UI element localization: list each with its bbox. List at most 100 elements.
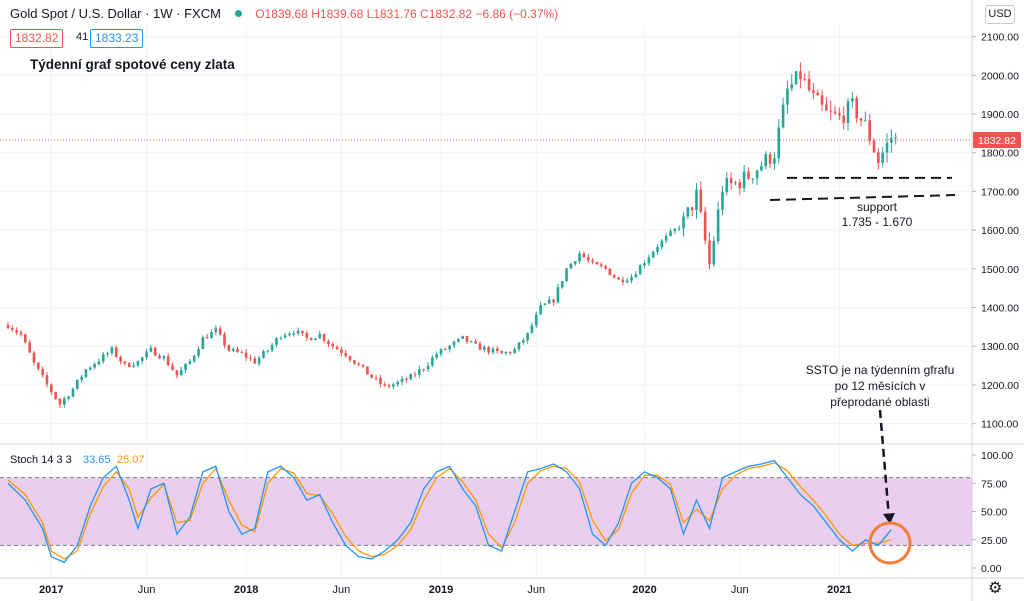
candle-body (50, 384, 53, 393)
stoch-legend-name: Stoch 14 3 3 (10, 454, 72, 466)
candle-body (483, 346, 486, 350)
candle-body (496, 348, 499, 351)
candle-body (266, 350, 270, 352)
candle-body (88, 367, 92, 370)
candle-body (422, 369, 425, 371)
candle-body (153, 347, 157, 356)
candle-body (703, 211, 707, 241)
sell-price-button[interactable]: 1832.82 (10, 29, 64, 48)
stoch-tick-label: 50.00 (981, 507, 1007, 519)
candle-body (114, 347, 118, 357)
price-tick-label: 1700.00 (981, 186, 1019, 198)
candle-body (781, 104, 785, 128)
candle-body (470, 341, 473, 343)
candle-body (305, 333, 309, 338)
time-tick-label: Jun (527, 584, 545, 596)
candle-body (296, 330, 300, 334)
candle-body (314, 338, 317, 341)
candle-body (145, 351, 148, 358)
candle-body (11, 328, 14, 330)
candle-body (530, 325, 534, 333)
candle-body (742, 171, 746, 189)
candle-body (478, 343, 482, 350)
buy-price-button[interactable]: 1833.23 (90, 29, 144, 48)
candle-body (547, 299, 551, 304)
candle-body (84, 369, 88, 377)
candle-body (617, 277, 620, 280)
time-axis: 2017 Jun 2018 Jun 2019 Jun 2020 Jun 2021 (39, 584, 852, 596)
candle-body (890, 137, 893, 143)
candle-body (881, 152, 884, 163)
candle-body (643, 263, 646, 266)
candle-body (32, 352, 36, 363)
candle-body (97, 361, 101, 365)
current-price-tag (973, 132, 1021, 149)
stoch-d-value: 25.07 (117, 454, 145, 466)
symbol-title[interactable]: Gold Spot / U.S. Dollar · 1W · FXCM (10, 6, 221, 21)
settings-gear-icon[interactable]: ⚙ (988, 580, 1003, 597)
candle-body (500, 350, 503, 354)
price-tick-label: 1100.00 (981, 419, 1018, 431)
candle-body (201, 337, 205, 350)
candle-body (448, 345, 451, 350)
candle-body (669, 231, 672, 236)
change-value: −6.86 (−0.37%) (475, 7, 559, 21)
candle-body (171, 365, 174, 371)
chart-annotation-title: Týdenní graf spotové ceny zlata (30, 57, 235, 72)
candle-body (214, 328, 218, 333)
candle-body (45, 375, 49, 385)
candle-body (621, 279, 625, 283)
candle-body (755, 170, 759, 179)
candle-body (166, 356, 170, 366)
candle-body (595, 262, 599, 265)
overbought-oversold-band (0, 477, 972, 546)
open-value: O1839.68 (255, 7, 308, 21)
candle-body (331, 343, 335, 347)
candle-body (582, 253, 586, 258)
candle-body (366, 366, 369, 375)
candle-body (457, 338, 460, 342)
candle-body (508, 351, 512, 353)
candle-body (725, 178, 729, 193)
candle-body (868, 120, 871, 141)
candle-body (491, 348, 495, 353)
candle-body (119, 356, 122, 362)
candle-body (6, 324, 10, 329)
candle-body (309, 337, 313, 341)
candle-body (729, 178, 733, 184)
time-tick-label: Jun (333, 584, 351, 596)
candle-body (751, 178, 755, 180)
candle-body (825, 104, 828, 111)
candle-body (223, 334, 226, 346)
candle-body (673, 228, 677, 232)
candle-body (162, 356, 166, 359)
candle-body (487, 346, 490, 353)
candle-body (400, 378, 404, 382)
candle-body (690, 207, 694, 210)
stoch-k-line (7, 459, 892, 564)
candle-body (236, 349, 239, 352)
candle-body (716, 209, 720, 242)
candle-body (435, 354, 438, 358)
ssto-note-line: po 12 měsících v (835, 379, 926, 393)
candle-body (465, 335, 469, 342)
candle-body (80, 376, 83, 380)
legend-header: Gold Spot / U.S. Dollar · 1W · FXCM O183… (10, 6, 558, 21)
candle-body (136, 360, 140, 366)
candle-body (851, 98, 854, 102)
candle-body (630, 277, 633, 281)
ohlc-values: O1839.68 H1839.68 L1831.76 C1832.82 −6.8… (255, 7, 558, 21)
currency-button[interactable]: USD (985, 5, 1015, 24)
candle-body (539, 305, 542, 315)
candle-body (686, 207, 690, 217)
price-tick-label: 1300.00 (981, 341, 1019, 353)
candle-body (556, 287, 560, 303)
candle-body (695, 189, 698, 210)
candle-body (279, 337, 283, 339)
candle-body (140, 357, 144, 361)
candle-body (127, 363, 131, 367)
time-tick-label: 2019 (429, 584, 453, 596)
price-tick-label: 1900.00 (981, 109, 1019, 121)
candle-body (859, 118, 863, 121)
